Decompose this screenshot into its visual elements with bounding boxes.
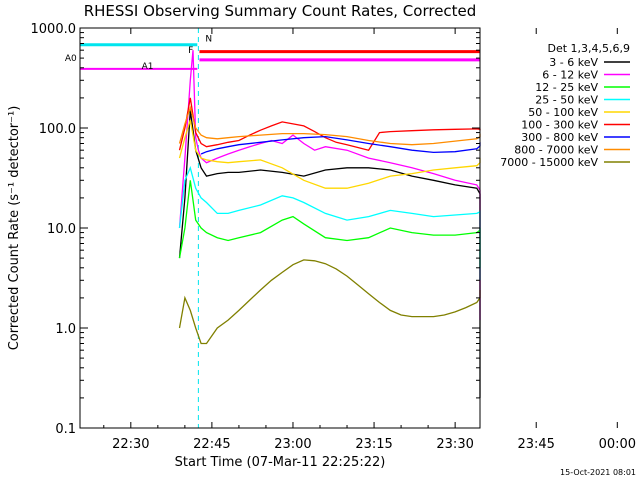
plot-area: N A0 A1 F [65,28,481,428]
legend-label: 3 - 6 keV [549,56,598,69]
annotation-label: F [188,46,193,56]
series-line [178,97,481,151]
series-line [178,119,481,189]
legend-label: 100 - 300 keV [521,119,598,132]
y-tick-label: 1000.0 [31,22,77,37]
x-tick-label: 22:45 [193,437,230,452]
annotation-label: N [205,35,212,45]
y-axis: 0.1 1.0 10.0 100.0 1000.0 [31,22,480,437]
series-line [178,259,481,345]
legend-label: 50 - 100 keV [528,106,598,119]
legend-label: 7000 - 15000 keV [500,156,598,169]
series-line [200,135,481,155]
series-line [178,180,481,268]
series-line [178,110,481,398]
x-tick-label: 00:00 [599,437,636,452]
y-tick-label: 100.0 [39,122,76,137]
legend-title: Det 1,3,4,5,6,9 [547,42,630,55]
legend-label: 800 - 7000 keV [514,144,598,157]
chart-title: RHESSI Observing Summary Count Rates, Co… [84,2,477,20]
y-tick-label: 10.0 [47,222,76,237]
x-tick-label: 23:30 [436,437,473,452]
legend-label: 25 - 50 keV [535,94,598,107]
legend-label: 300 - 800 keV [521,131,598,144]
x-axis: 22:30 22:45 23:00 23:15 23:30 23:45 00:00 [103,28,636,452]
series-line [178,50,481,321]
legend-label: 6 - 12 keV [542,69,598,82]
y-tick-label: 1.0 [55,322,76,337]
x-tick-label: 23:00 [274,437,311,452]
footer-timestamp: 15-Oct-2021 08:01 [560,468,636,477]
series-line [178,165,481,281]
legend-label: 12 - 25 keV [535,81,598,94]
annotation-label: A0 [65,54,77,64]
y-axis-label: Corrected Count Rate (s⁻¹ detector⁻¹) [7,106,22,351]
annotation-label: A1 [142,62,154,72]
x-tick-label: 22:30 [112,437,149,452]
series-line [178,105,481,146]
x-tick-label: 23:45 [517,437,554,452]
y-tick-label: 0.1 [55,422,76,437]
x-axis-label: Start Time (07-Mar-11 22:25:22) [175,455,386,470]
plot-frame [79,27,481,429]
x-tick-label: 23:15 [355,437,392,452]
